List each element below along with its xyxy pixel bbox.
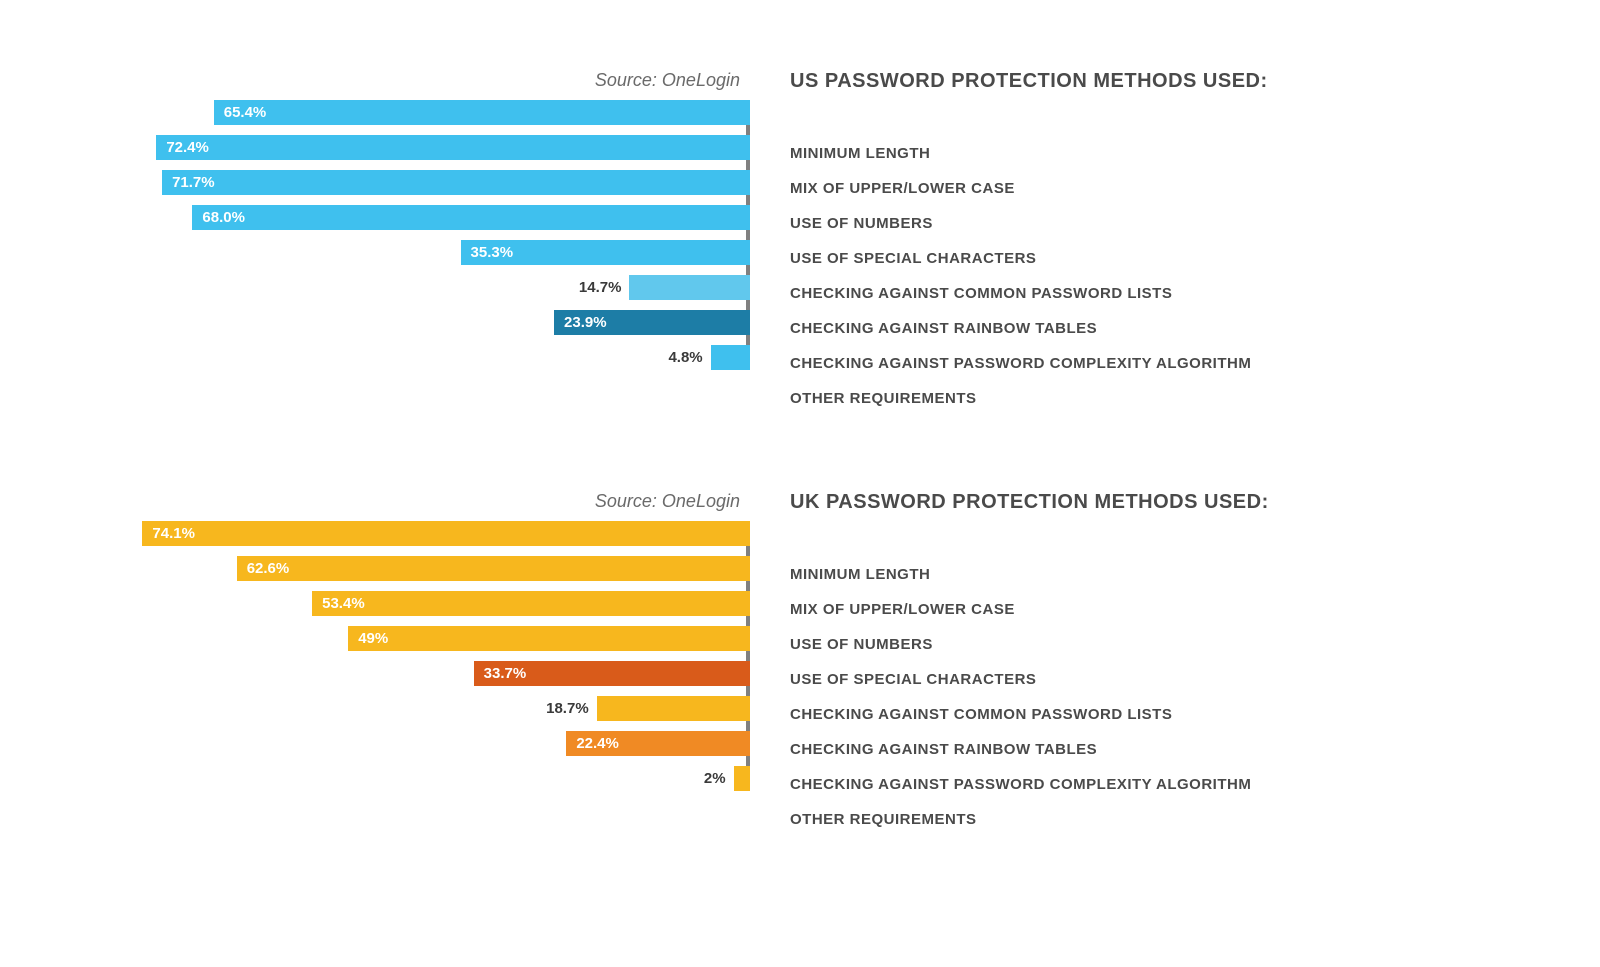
bar-row: 74.1% <box>90 521 750 546</box>
chart-uk-source: Source: OneLogin <box>595 491 740 512</box>
bar: 71.7% <box>162 170 750 195</box>
bar: 23.9% <box>554 310 750 335</box>
bar: 49% <box>348 626 750 651</box>
bar-row: 23.9% <box>90 310 750 335</box>
bar-value-label: 74.1% <box>142 525 195 542</box>
category-label: CHECKING AGAINST PASSWORD COMPLEXITY ALG… <box>790 351 1268 376</box>
category-label: MINIMUM LENGTH <box>790 141 1268 166</box>
chart-us-title: US PASSWORD PROTECTION METHODS USED: <box>790 70 1268 93</box>
bar-value-label: 2% <box>704 770 734 787</box>
chart-us: Source: OneLogin 65.4% 72.4% 71.7% 68.0%… <box>90 70 1510 411</box>
chart-uk-labels: UK PASSWORD PROTECTION METHODS USED: MIN… <box>750 491 1269 832</box>
chart-us-labels: US PASSWORD PROTECTION METHODS USED: MIN… <box>750 70 1268 411</box>
bar: 65.4% <box>214 100 750 125</box>
page: Source: OneLogin 65.4% 72.4% 71.7% 68.0%… <box>0 0 1600 952</box>
bar-row: 22.4% <box>90 731 750 756</box>
chart-uk-title: UK PASSWORD PROTECTION METHODS USED: <box>790 491 1269 514</box>
category-label: CHECKING AGAINST COMMON PASSWORD LISTS <box>790 702 1269 727</box>
bar: 62.6% <box>237 556 750 581</box>
bar <box>629 275 750 300</box>
bar-value-label: 68.0% <box>192 209 245 226</box>
bar: 53.4% <box>312 591 750 616</box>
bar-value-label: 18.7% <box>546 700 597 717</box>
chart-uk: Source: OneLogin 74.1% 62.6% 53.4% 49% 3… <box>90 491 1510 832</box>
bar: 72.4% <box>156 135 750 160</box>
category-label: MIX OF UPPER/LOWER CASE <box>790 176 1268 201</box>
bar-value-label: 62.6% <box>237 560 290 577</box>
bar-value-label: 33.7% <box>474 665 527 682</box>
bar: 22.4% <box>566 731 750 756</box>
bar-value-label: 4.8% <box>668 349 710 366</box>
bar-row: 62.6% <box>90 556 750 581</box>
category-label: CHECKING AGAINST COMMON PASSWORD LISTS <box>790 281 1268 306</box>
bar-row: 4.8% <box>90 345 750 370</box>
category-label: USE OF SPECIAL CHARACTERS <box>790 246 1268 271</box>
chart-us-bars: 65.4% 72.4% 71.7% 68.0% 35.3% 14.7% 23.9… <box>90 100 750 370</box>
bar-row: 72.4% <box>90 135 750 160</box>
bar <box>597 696 750 721</box>
category-label: USE OF NUMBERS <box>790 211 1268 236</box>
bar-row: 53.4% <box>90 591 750 616</box>
bar: 33.7% <box>474 661 750 686</box>
bar-row: 35.3% <box>90 240 750 265</box>
bar-row: 33.7% <box>90 661 750 686</box>
bar-row: 65.4% <box>90 100 750 125</box>
bar-value-label: 72.4% <box>156 139 209 156</box>
bar: 74.1% <box>142 521 750 546</box>
category-label: CHECKING AGAINST RAINBOW TABLES <box>790 737 1269 762</box>
chart-us-categories: MINIMUM LENGTH MIX OF UPPER/LOWER CASE U… <box>790 111 1268 411</box>
chart-uk-bars: 74.1% 62.6% 53.4% 49% 33.7% 18.7% 22.4% … <box>90 521 750 791</box>
chart-uk-categories: MINIMUM LENGTH MIX OF UPPER/LOWER CASE U… <box>790 532 1269 832</box>
bar-value-label: 35.3% <box>461 244 514 261</box>
bar-value-label: 23.9% <box>554 314 607 331</box>
bar-row: 2% <box>90 766 750 791</box>
bar: 35.3% <box>461 240 750 265</box>
category-label: MIX OF UPPER/LOWER CASE <box>790 597 1269 622</box>
bar-value-label: 49% <box>348 630 388 647</box>
category-label: USE OF NUMBERS <box>790 632 1269 657</box>
category-label: CHECKING AGAINST RAINBOW TABLES <box>790 316 1268 341</box>
bar-value-label: 14.7% <box>579 279 630 296</box>
category-label: CHECKING AGAINST PASSWORD COMPLEXITY ALG… <box>790 772 1269 797</box>
bar <box>734 766 750 791</box>
chart-us-source: Source: OneLogin <box>595 70 740 91</box>
bar-row: 68.0% <box>90 205 750 230</box>
bar-row: 18.7% <box>90 696 750 721</box>
chart-us-bars-area: Source: OneLogin 65.4% 72.4% 71.7% 68.0%… <box>90 70 750 370</box>
category-label: USE OF SPECIAL CHARACTERS <box>790 667 1269 692</box>
bar-value-label: 22.4% <box>566 735 619 752</box>
chart-uk-bars-area: Source: OneLogin 74.1% 62.6% 53.4% 49% 3… <box>90 491 750 791</box>
bar-row: 49% <box>90 626 750 651</box>
bar-value-label: 71.7% <box>162 174 215 191</box>
category-label: MINIMUM LENGTH <box>790 562 1269 587</box>
bar-value-label: 65.4% <box>214 104 267 121</box>
bar: 68.0% <box>192 205 750 230</box>
bar-row: 14.7% <box>90 275 750 300</box>
category-label: OTHER REQUIREMENTS <box>790 386 1268 411</box>
bar-value-label: 53.4% <box>312 595 365 612</box>
bar <box>711 345 750 370</box>
bar-row: 71.7% <box>90 170 750 195</box>
category-label: OTHER REQUIREMENTS <box>790 807 1269 832</box>
